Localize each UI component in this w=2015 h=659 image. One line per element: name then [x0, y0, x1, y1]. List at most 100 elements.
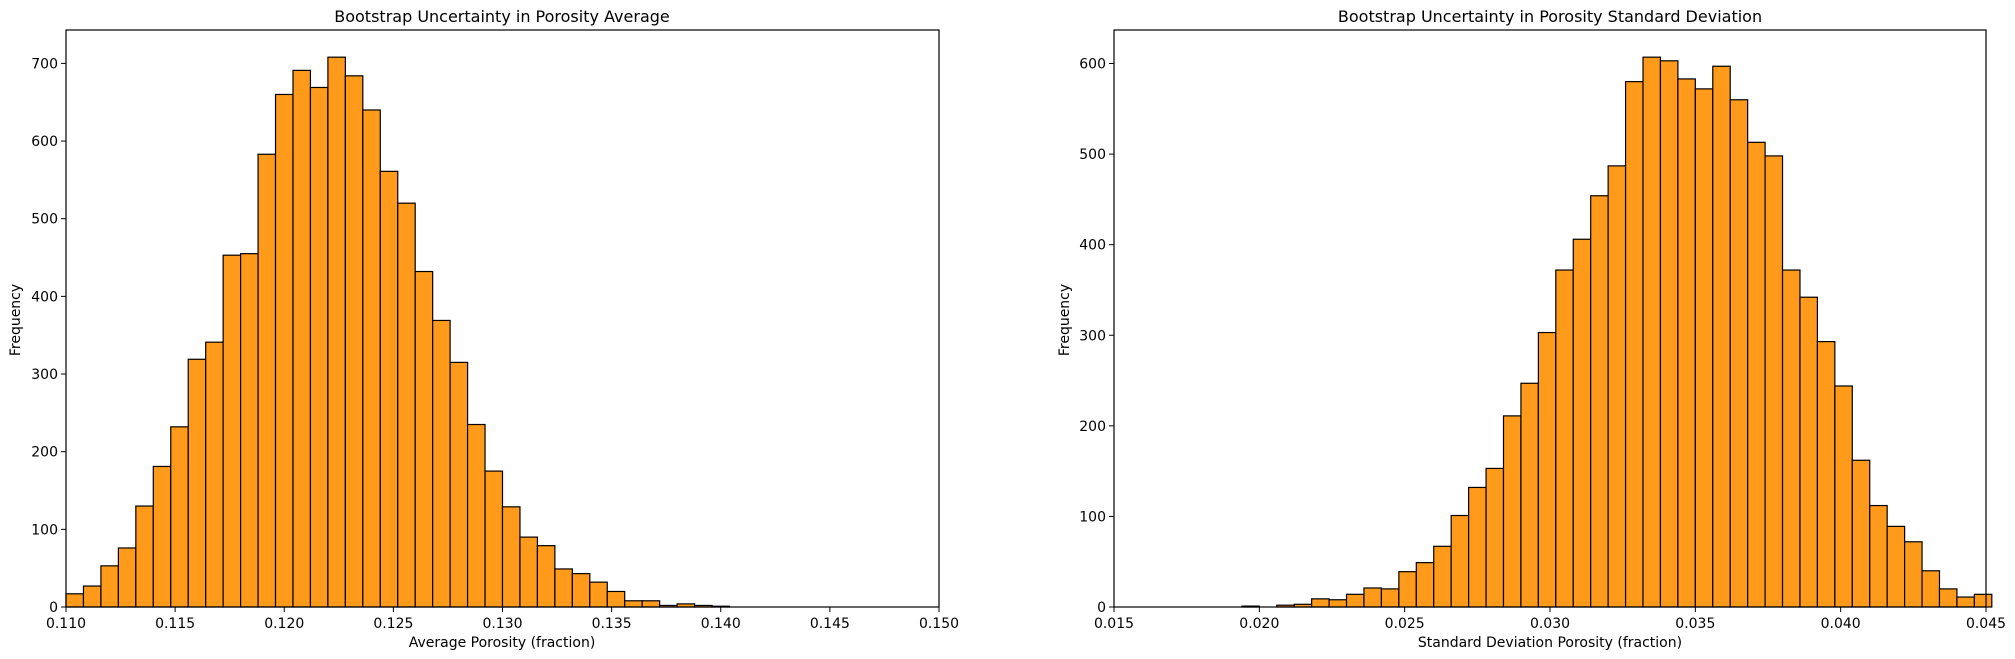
y-tick-label: 100	[1079, 509, 1106, 525]
x-tick-label: 0.040	[1821, 616, 1861, 632]
x-axis-label: Average Porosity (fraction)	[409, 635, 596, 651]
histogram-bar	[1956, 596, 1975, 608]
histogram-porosity-average: Bootstrap Uncertainty in Porosity Averag…	[8, 7, 959, 651]
histogram-bar	[1502, 415, 1522, 608]
histogram-bar	[1468, 486, 1487, 608]
y-tick-label: 600	[1079, 57, 1106, 73]
histogram-bar	[1834, 385, 1853, 608]
x-tick-label: 0.150	[919, 616, 959, 632]
histogram-bar	[1677, 78, 1696, 608]
histogram-bar	[1485, 467, 1505, 608]
histogram-bar	[362, 109, 381, 608]
x-tick-label: 0.025	[1385, 616, 1425, 632]
y-axis-label: Frequency	[1057, 284, 1073, 356]
histogram-bar	[1886, 525, 1906, 608]
histogram-bar	[1537, 331, 1557, 608]
histogram-bar	[187, 358, 207, 608]
histogram-bar	[1781, 269, 1801, 608]
x-tick-label: 0.125	[373, 616, 413, 632]
histogram-bar	[589, 581, 608, 608]
x-tick-label: 0.020	[1239, 616, 1279, 632]
x-tick-label: 0.030	[1530, 616, 1570, 632]
histogram-bar	[65, 593, 85, 608]
histogram-bar	[1415, 562, 1435, 608]
histogram-bar	[1624, 81, 1644, 608]
histogram-bar	[414, 270, 434, 608]
y-tick-label: 700	[31, 56, 58, 72]
x-tick-label: 0.035	[1675, 616, 1715, 632]
histogram-bar	[1450, 514, 1470, 608]
histogram-bar	[309, 86, 329, 608]
x-tick-label: 0.115	[155, 616, 195, 632]
histogram-bar	[1555, 269, 1574, 608]
histogram-bar	[222, 254, 242, 608]
histogram-bar	[379, 170, 399, 608]
histogram-bar	[1694, 88, 1714, 608]
histogram-bar	[397, 202, 416, 608]
x-axis-label: Standard Deviation Porosity (fraction)	[1418, 635, 1682, 651]
y-tick-label: 200	[1079, 419, 1106, 435]
histogram-bar	[117, 547, 137, 608]
y-tick-label: 0	[49, 600, 58, 616]
histogram-bar	[344, 75, 364, 608]
histogram-bar	[1311, 598, 1330, 608]
histogram-bar	[1590, 195, 1609, 608]
y-tick-label: 0	[1097, 600, 1106, 616]
histogram-bar	[1729, 99, 1749, 608]
x-tick-label: 0.045	[1966, 616, 2006, 632]
histogram-bar	[501, 506, 521, 608]
histogram-bar	[1921, 570, 1941, 608]
histogram-bar	[1345, 593, 1365, 608]
histogram-bar	[257, 153, 277, 608]
histogram-bar	[1851, 459, 1871, 608]
histogram-porosity-std: Bootstrap Uncertainty in Porosity Standa…	[1057, 7, 2006, 651]
histogram-bar	[240, 253, 259, 608]
y-axis-label: Frequency	[8, 284, 24, 356]
histogram-bar	[536, 545, 556, 608]
histogram-bar	[606, 590, 626, 608]
histogram-bar	[1816, 340, 1836, 608]
histogram-bar	[205, 341, 224, 608]
histogram-bar	[1869, 504, 1888, 608]
histogram-bar	[1904, 541, 1923, 608]
histogram-bar	[1712, 65, 1731, 608]
histogram-bar	[274, 93, 294, 608]
chart-title: Bootstrap Uncertainty in Porosity Averag…	[334, 7, 670, 26]
histogram-bar	[1938, 588, 1958, 608]
x-tick-label: 0.140	[701, 616, 741, 632]
histogram-bar	[1764, 155, 1784, 608]
histogram-bar	[1659, 60, 1679, 608]
histogram-bar	[1799, 296, 1819, 608]
histogram-bar	[641, 600, 661, 608]
histogram-bar	[1572, 238, 1592, 608]
histogram-bar	[1433, 545, 1452, 608]
histogram-bar	[1747, 141, 1766, 608]
histogram-bar	[1398, 571, 1417, 608]
bars	[65, 56, 731, 608]
histogram-bar	[554, 568, 573, 608]
x-tick-label: 0.015	[1094, 616, 1134, 632]
histogram-bar	[432, 319, 451, 608]
y-tick-label: 300	[31, 367, 58, 383]
x-tick-label: 0.110	[46, 616, 86, 632]
x-tick-label: 0.135	[592, 616, 632, 632]
y-tick-label: 500	[31, 212, 58, 228]
histogram-bar	[571, 573, 591, 608]
histogram-bar	[1607, 165, 1627, 608]
histogram-bar	[292, 69, 312, 608]
x-tick-label: 0.145	[810, 616, 850, 632]
y-tick-label: 300	[1079, 328, 1106, 344]
histogram-bar	[1380, 588, 1400, 608]
x-tick-label: 0.120	[264, 616, 304, 632]
histogram-bar	[519, 536, 539, 608]
y-tick-label: 500	[1079, 147, 1106, 163]
histogram-bar	[624, 600, 643, 608]
histogram-bar	[1973, 593, 1993, 608]
bars	[1241, 56, 1993, 608]
y-tick-label: 400	[31, 289, 58, 305]
y-tick-label: 200	[31, 445, 58, 461]
histogram-bar	[100, 565, 119, 608]
histogram-bar	[135, 505, 154, 608]
y-tick-label: 400	[1079, 238, 1106, 254]
x-tick-label: 0.130	[482, 616, 522, 632]
